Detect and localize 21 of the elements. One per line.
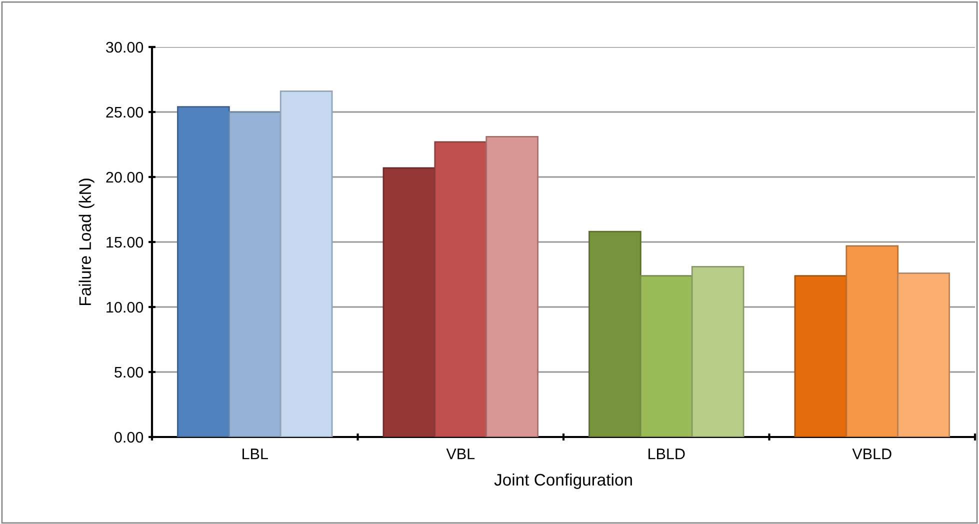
bar (897, 272, 950, 437)
y-axis-title: Failure Load (kN) (78, 178, 94, 306)
y-tick-label: 5.00 (114, 366, 144, 378)
bar (280, 90, 333, 437)
bar (691, 266, 744, 437)
y-tick-label: 15.00 (106, 236, 144, 248)
y-tick-label: 20.00 (106, 172, 144, 183)
x-tick-label: VBLD (852, 448, 892, 460)
y-tick-label: 30.00 (106, 42, 144, 53)
x-axis-title: Joint Configuration (494, 473, 632, 489)
bar (486, 136, 538, 437)
y-tick-label: 25.00 (106, 106, 144, 118)
y-tick-label: 10.00 (106, 302, 144, 313)
bar (794, 275, 848, 437)
y-tick-label: 0.00 (114, 432, 144, 443)
bar (177, 106, 230, 437)
x-tick-label: VBL (446, 448, 475, 460)
x-tick-label: LBL (242, 448, 268, 460)
bar (228, 111, 282, 437)
x-tick-label: LBLD (648, 448, 685, 460)
bar (846, 245, 899, 437)
